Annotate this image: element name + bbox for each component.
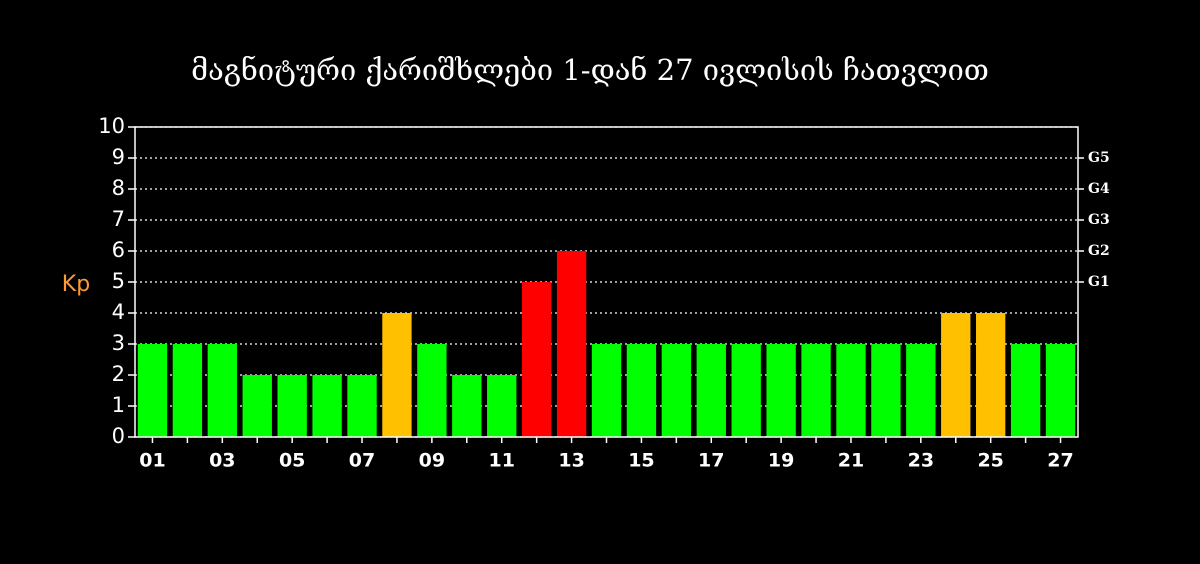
bar	[172, 344, 203, 437]
bar	[626, 344, 657, 437]
x-tick-label: 09	[419, 450, 445, 472]
y-tick-label: 4	[112, 300, 125, 324]
y-tick-label: 9	[112, 145, 125, 169]
bar	[801, 344, 831, 437]
bar	[347, 375, 377, 437]
bar	[766, 344, 796, 437]
bar	[277, 375, 307, 437]
y-tick-label: 6	[112, 238, 125, 262]
x-tick-label: 05	[279, 450, 305, 472]
bar	[417, 344, 447, 437]
y2-tick-label: G5	[1088, 150, 1110, 166]
x-tick-label: 27	[1047, 450, 1073, 472]
plot-frame	[134, 126, 1079, 438]
y-tick-label: 7	[112, 207, 125, 231]
bar	[836, 344, 866, 437]
bar	[242, 375, 272, 437]
x-tick-label: 15	[628, 450, 654, 472]
x-tick-label: 17	[698, 450, 724, 472]
y-tick-label: 1	[112, 393, 125, 417]
bar	[976, 313, 1006, 437]
bar	[906, 344, 936, 437]
bar	[137, 344, 168, 437]
y-axis-label: Kp	[62, 272, 90, 297]
y2-tick-label: G2	[1088, 243, 1110, 259]
y-tick-label: 5	[112, 269, 125, 293]
x-tick-label: 07	[349, 450, 375, 472]
bar	[207, 344, 237, 437]
chart-title: მაგნიტური ქარიშხლები 1-დან 27 ივლისის ჩა…	[191, 53, 989, 87]
x-tick-label: 19	[768, 450, 794, 472]
bar	[487, 375, 517, 437]
bar	[696, 344, 726, 437]
bar	[382, 313, 412, 437]
x-tick-label: 11	[488, 450, 514, 472]
bar	[731, 344, 761, 437]
x-tick-label: 01	[139, 450, 165, 472]
y-tick-label: 3	[112, 331, 125, 355]
bar	[521, 282, 552, 437]
y-tick-label: 8	[112, 176, 125, 200]
bar	[452, 375, 482, 437]
bar	[591, 344, 622, 437]
bar	[312, 375, 342, 437]
bar	[661, 344, 692, 437]
y2-tick-label: G4	[1088, 181, 1110, 197]
x-tick-label: 25	[977, 450, 1003, 472]
y-tick-label: 0	[112, 424, 125, 448]
bar	[1045, 344, 1076, 437]
y2-tick-label: G3	[1088, 212, 1110, 228]
bar	[871, 344, 901, 437]
x-tick-label: 23	[908, 450, 934, 472]
x-tick-label: 03	[209, 450, 235, 472]
x-tick-label: 13	[558, 450, 584, 472]
y-tick-label: 10	[98, 114, 125, 138]
y-tick-label: 2	[112, 362, 125, 386]
bar	[1010, 344, 1041, 437]
y2-tick-label: G1	[1088, 274, 1110, 290]
bar	[556, 251, 587, 437]
bar	[941, 313, 971, 437]
x-tick-label: 21	[838, 450, 864, 472]
